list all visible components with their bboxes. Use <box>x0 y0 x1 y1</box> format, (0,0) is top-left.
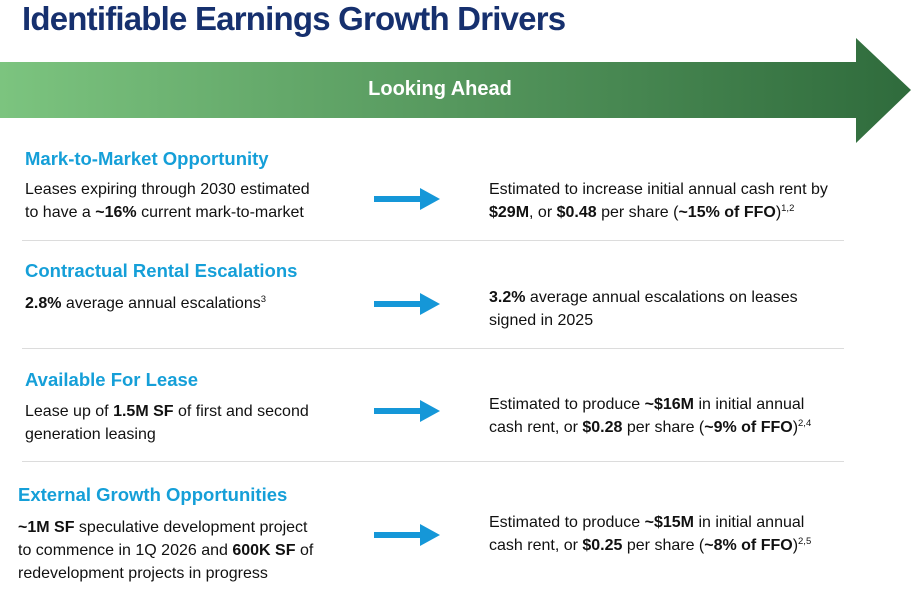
section-right-outcome: Estimated to produce ~$16M in initial an… <box>489 396 812 436</box>
footnote-ref: 1,2 <box>781 203 795 214</box>
footnote-ref: 2,5 <box>798 536 812 547</box>
looking-ahead-banner: Looking Ahead <box>0 38 911 143</box>
right-arrow-icon <box>374 293 440 315</box>
section-right-outcome: Estimated to produce ~$15M in initial an… <box>489 514 812 554</box>
banner-label: Looking Ahead <box>368 78 512 100</box>
section-divider <box>22 348 844 349</box>
section-right-outcome: 3.2% average annual escalations on lease… <box>489 289 798 329</box>
banner-arrow-shape <box>0 38 911 143</box>
section-left-description: 2.8% average annual escalations3 <box>25 294 267 312</box>
section-right-outcome: Estimated to increase initial annual cas… <box>489 181 828 221</box>
right-arrow-icon <box>374 524 440 546</box>
section-left-description: Lease up of 1.5M SF of first and second … <box>25 403 309 443</box>
section-left-description: ~1M SF speculative development project t… <box>18 519 314 582</box>
footnote-ref: 3 <box>260 294 267 305</box>
page-title: Identifiable Earnings Growth Drivers <box>22 0 566 37</box>
right-arrow-icon <box>374 188 440 210</box>
section-left-description: Leases expiring through 2030 estimated t… <box>25 181 310 221</box>
right-arrow-icon <box>374 400 440 422</box>
section-divider <box>22 461 844 462</box>
section-divider <box>22 240 844 241</box>
section-title: Available For Lease <box>25 369 199 390</box>
section-title: Mark-to-Market Opportunity <box>25 148 269 169</box>
section-title: Contractual Rental Escalations <box>25 260 298 281</box>
footnote-ref: 2,4 <box>798 418 812 429</box>
section-title: External Growth Opportunities <box>18 484 288 505</box>
